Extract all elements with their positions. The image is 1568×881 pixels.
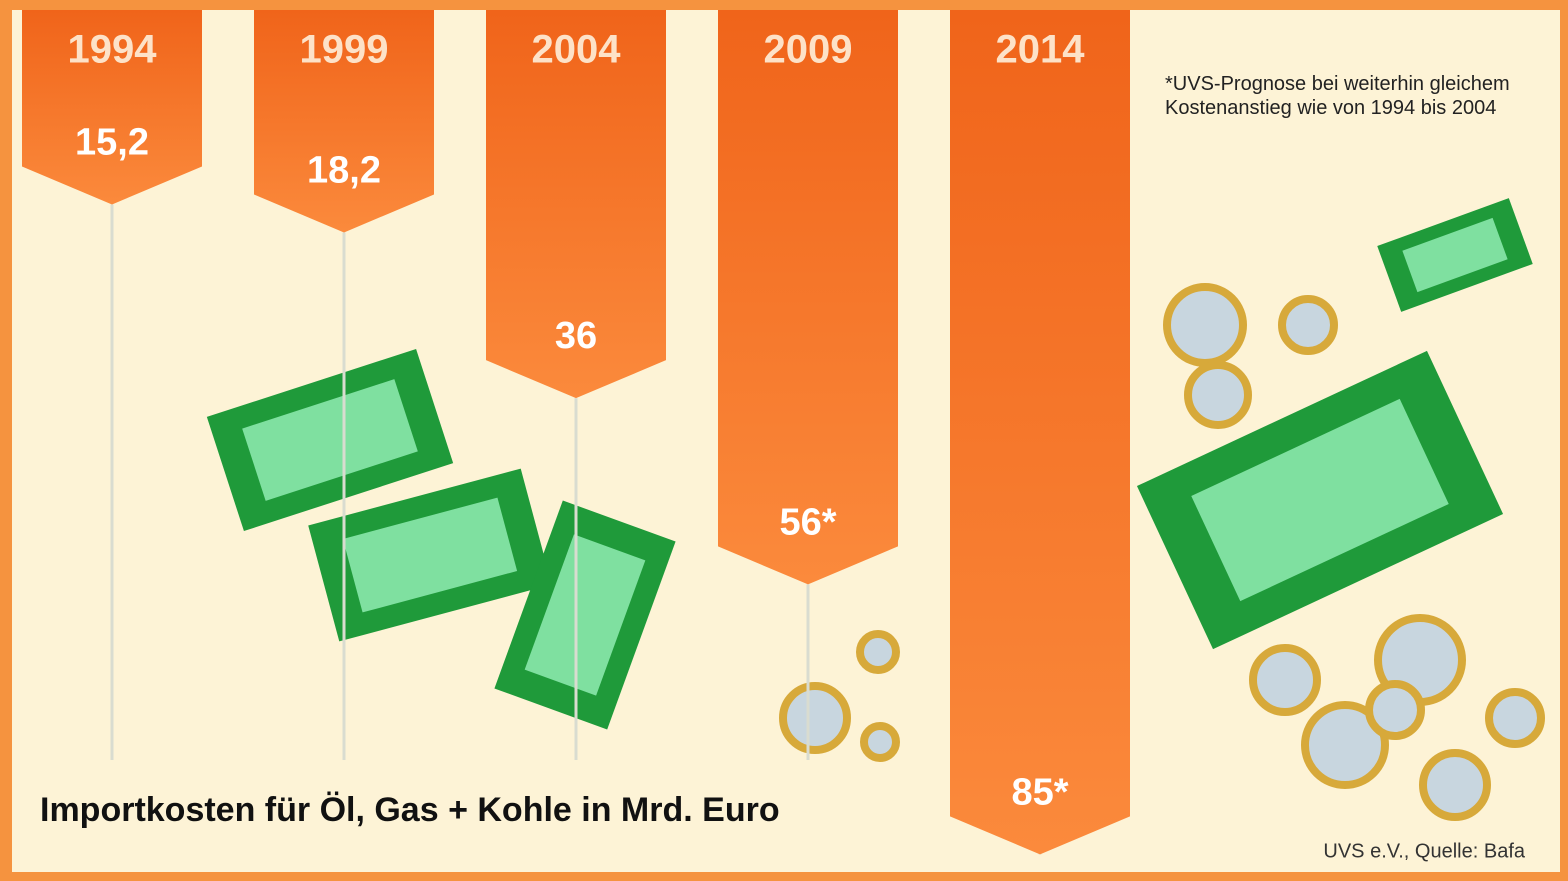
bar — [950, 10, 1130, 854]
value-label: 85* — [1011, 771, 1068, 813]
x-tick-label: 2004 — [532, 28, 622, 72]
source: UVS e.V., Quelle: Bafa — [1323, 840, 1525, 862]
value-label: 15,2 — [75, 122, 149, 164]
x-tick-label: 1994 — [68, 28, 158, 72]
chart-title: Importkosten für Öl, Gas + Kohle in Mrd.… — [40, 791, 780, 829]
value-label: 56* — [779, 501, 836, 543]
note: *UVS-Prognose bei weiterhin gleichem Kos… — [1165, 72, 1550, 120]
note-box: *UVS-Prognose bei weiterhin gleichem Kos… — [1165, 72, 1550, 172]
x-tick-label: 2014 — [996, 28, 1086, 72]
x-tick-label: 1999 — [300, 28, 389, 72]
value-label: 36 — [555, 315, 597, 357]
chart: 1994 15,2 1999 18,2 2004 36 2009 56* 2014 85* Imp… — [0, 0, 1568, 881]
page: 1994 15,2 1999 18,2 2004 36 2009 56* 2014 85* Imp… — [0, 0, 1568, 881]
value-label: 18,2 — [307, 149, 381, 191]
bar — [718, 10, 898, 584]
x-tick-label: 2009 — [764, 28, 853, 72]
